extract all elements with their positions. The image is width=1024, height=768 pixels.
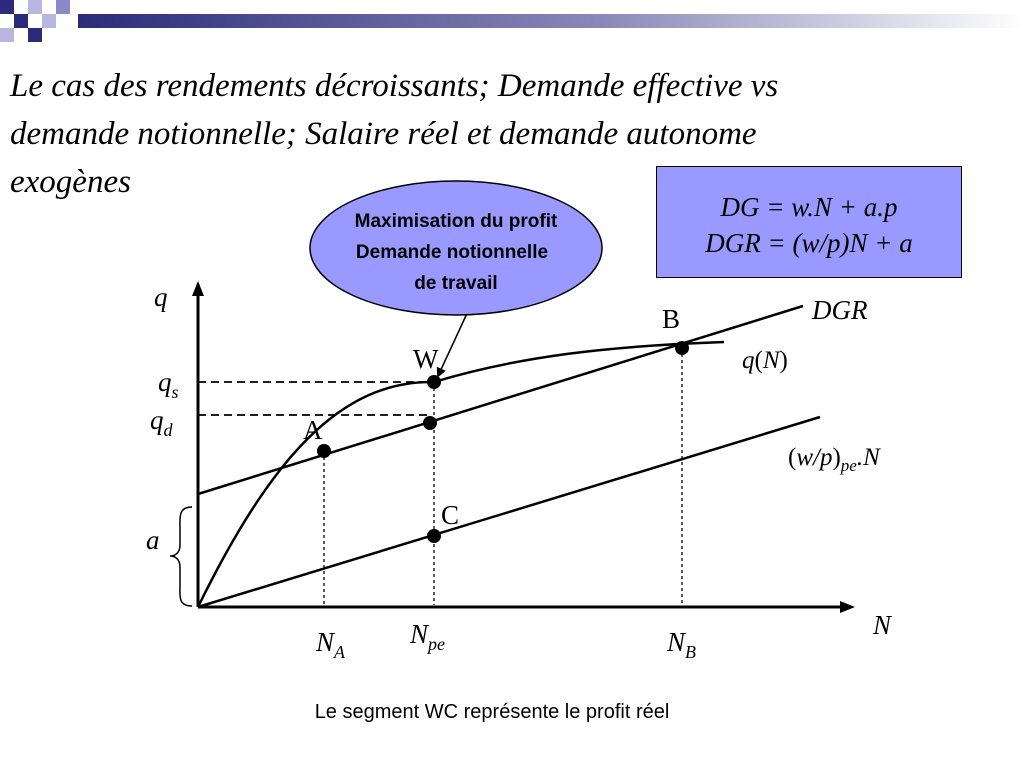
nb-label: NB	[666, 627, 696, 662]
slide-title: Le cas des rendements décroissants; Dema…	[10, 62, 970, 206]
qd-label-base: q	[150, 405, 164, 435]
point-label-w: W	[413, 344, 439, 374]
qd-label: qd	[150, 405, 174, 440]
qs-label-base: q	[158, 367, 172, 397]
qd-label-sub: d	[164, 420, 174, 440]
x-axis-arrowhead	[840, 601, 855, 613]
a-label: a	[146, 525, 160, 555]
x-axis-label: N	[872, 610, 893, 640]
callout-line-1: Maximisation du profit	[355, 211, 558, 232]
equation-dg: DG = w.N + a.p	[720, 192, 898, 222]
npe-label-base: N	[409, 619, 430, 649]
wage-label-sub: pe	[840, 456, 858, 475]
y-axis-arrowhead	[192, 281, 204, 296]
point-d	[423, 416, 437, 430]
qs-label: qs	[158, 367, 179, 402]
point-a	[317, 444, 331, 458]
equation-dgr: DGR = (w/p)N + a	[705, 228, 913, 258]
deco-square	[42, 14, 56, 28]
wage-label: (w/p)pe.N	[788, 444, 881, 475]
deco-square	[0, 28, 14, 42]
na-label-base: N	[315, 627, 336, 657]
slide-title-line: Le cas des rendements décroissants; Dema…	[10, 68, 779, 104]
production-label-arg: N	[762, 347, 781, 374]
deco-square	[28, 0, 42, 14]
wage-label-base: w/p	[796, 444, 832, 471]
slide-title-line: demande notionnelle; Salaire réel et dem…	[10, 116, 757, 152]
callout-line-2: Demande notionnelle	[356, 242, 548, 263]
deco-square	[28, 28, 42, 42]
callout-pointer	[436, 306, 471, 378]
production-label: q(N)	[742, 347, 788, 374]
brace-a	[169, 506, 193, 607]
deco-square	[14, 14, 28, 28]
paren: (	[788, 444, 796, 471]
nb-label-base: N	[666, 627, 687, 657]
point-label-c: C	[441, 500, 459, 530]
deco-square	[56, 0, 70, 14]
callout-line-3: de travail	[414, 273, 497, 294]
header-decoration	[0, 0, 1024, 42]
slide-caption: Le segment WC représente le profit réel	[314, 701, 670, 723]
qs-label-sub: s	[172, 382, 179, 402]
header-gradient-band	[78, 14, 1024, 28]
paren: (	[755, 347, 763, 374]
na-label-sub: A	[333, 642, 346, 662]
point-w	[427, 375, 441, 389]
wage-label-suffix: .N	[857, 444, 881, 471]
point-label-a: A	[303, 415, 323, 445]
paren: )	[780, 347, 788, 374]
callout-ellipse	[309, 180, 603, 316]
y-axis-label: q	[154, 282, 168, 312]
point-c	[427, 529, 441, 543]
wage-line	[197, 415, 821, 609]
na-label: NA	[315, 627, 346, 662]
dgr-line	[197, 304, 804, 496]
production-label-base: q	[742, 347, 755, 374]
npe-label: Npe	[409, 619, 445, 654]
point-label-b: B	[662, 304, 680, 334]
npe-label-sub: pe	[426, 634, 445, 654]
deco-square	[0, 0, 14, 14]
nb-label-sub: B	[685, 642, 696, 662]
paren: )	[832, 444, 840, 471]
equation-box: DG = w.N + a.p DGR = (w/p)N + a	[656, 166, 962, 278]
slide-title-line: exogènes	[10, 164, 131, 200]
dgr-label: DGR	[811, 295, 868, 325]
point-b	[675, 341, 689, 355]
